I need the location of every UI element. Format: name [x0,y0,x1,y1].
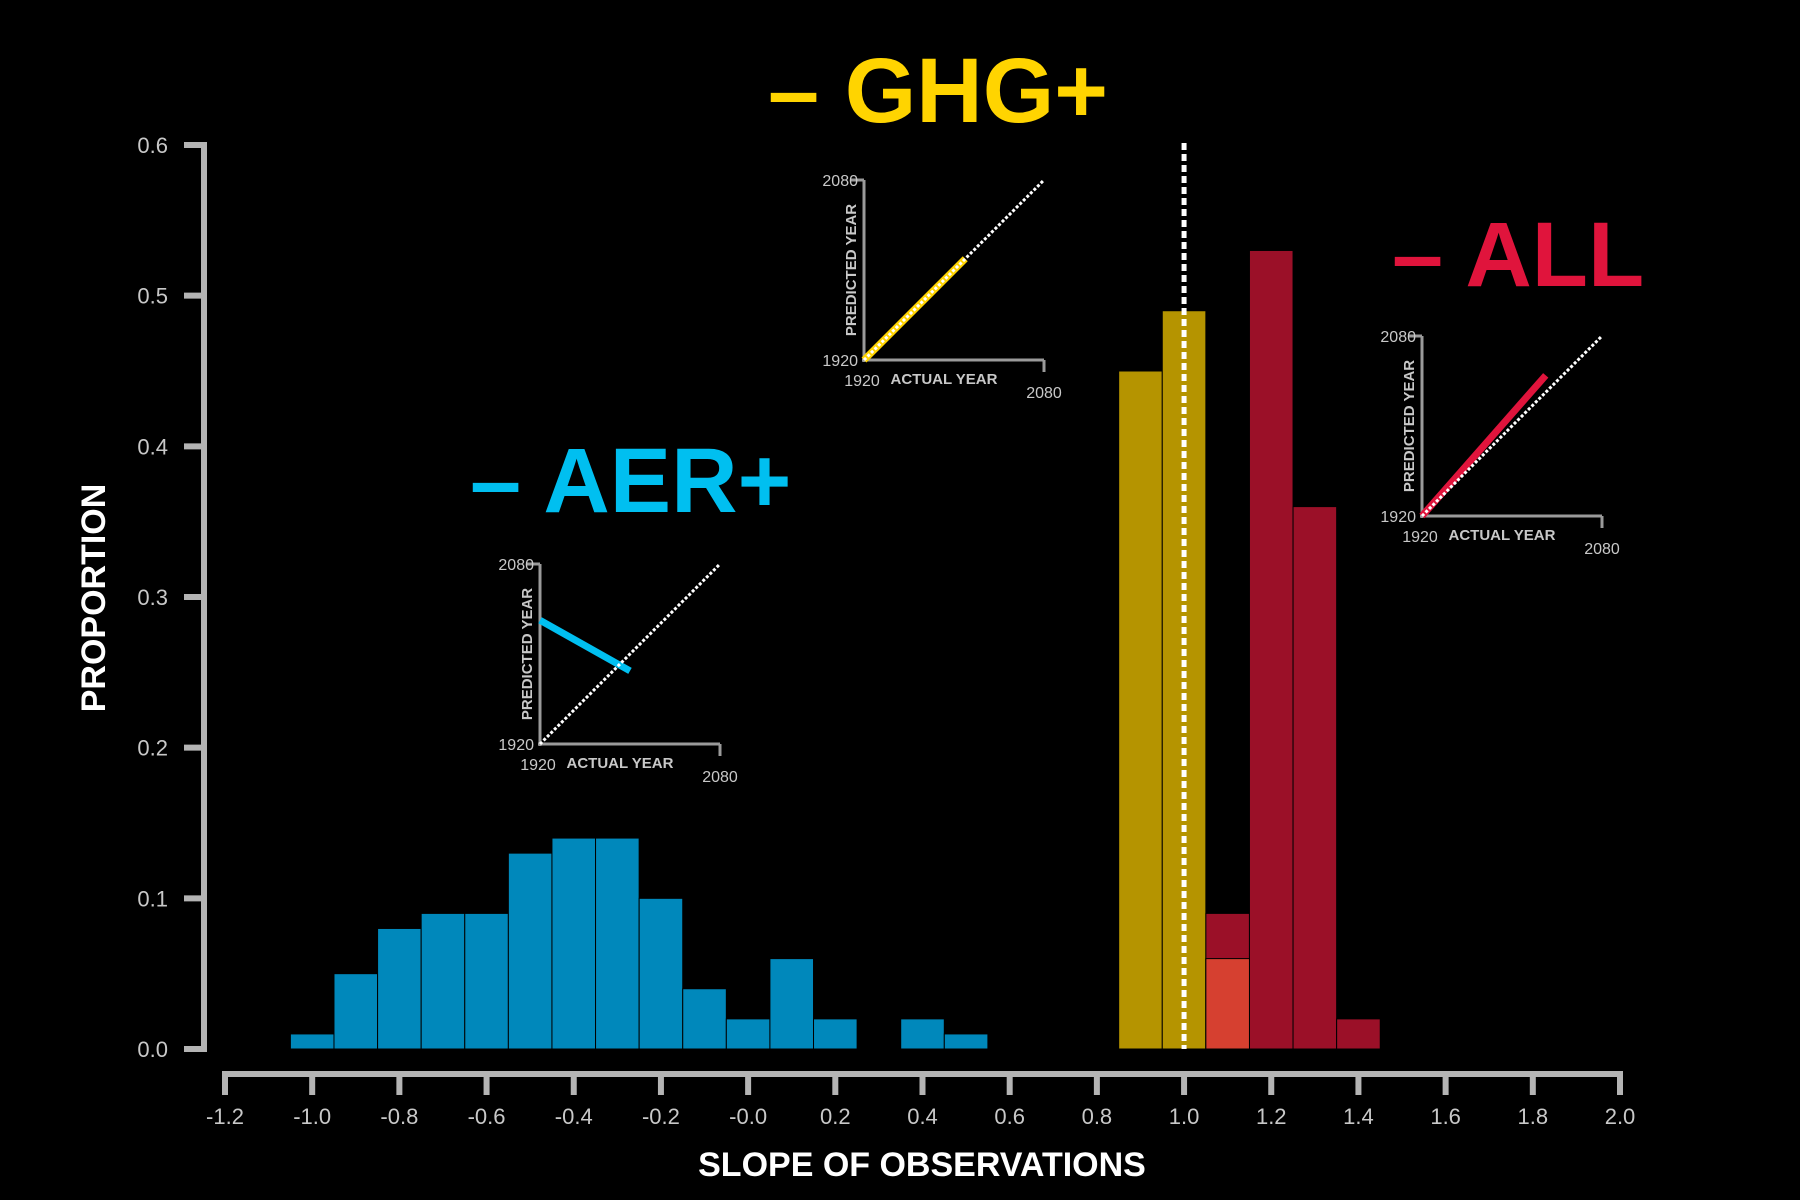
bar-ghg [1118,370,1163,1050]
bar-aer [333,973,379,1050]
inset-y-title: PREDICTED YEAR [519,588,536,720]
x-tick-label: -1.2 [206,1104,244,1129]
y-tick-label: 0.1 [137,886,168,911]
x-tick-label: 0.2 [820,1104,851,1129]
x-tick-label: 2.0 [1605,1104,1636,1129]
inset-x-max-label: 2080 [702,769,738,786]
inset-y-title: PREDICTED YEAR [843,204,860,336]
series-label-ghg: – GHG+ [768,40,1108,142]
y-tick-label: 0.0 [137,1037,168,1062]
y-tick-label: 0.5 [137,284,168,309]
label-prefix: – [1392,204,1465,306]
y-axis-title: PROPORTION [75,484,113,713]
y-tick-label: 0.2 [137,736,168,761]
x-tick-label: -1.0 [293,1104,331,1129]
inset-identity-line [1420,334,1604,518]
inset-x-title: ACTUAL YEAR [891,371,998,388]
inset-x-min-label: 1920 [520,757,556,774]
series-label-all: – ALL [1392,204,1644,306]
inset-aer: 2080 1920 1920 2080 ACTUAL YEAR PREDICTED YEA… [498,557,737,786]
inset-y-min-label: 1920 [822,353,858,370]
bar-aer [813,1018,858,1050]
x-tick-label: 1.6 [1430,1104,1461,1129]
series-label-text: – GHG+ [768,40,1108,142]
label-name: AER [543,430,737,532]
bar-overlap [1205,958,1250,1050]
inset-x-max-label: 2080 [1026,385,1062,402]
x-tick-label: -0.2 [642,1104,680,1129]
y-tick-label: 0.6 [137,133,168,158]
x-tick-label: -0.4 [555,1104,593,1129]
inset-identity-line [862,178,1046,362]
inset-y-min-label: 1920 [498,737,534,754]
insets-layer: 2080 1920 1920 2080 ACTUAL YEAR PREDICTED YEA… [498,173,1619,786]
inset-y-max-label: 2080 [498,557,534,574]
x-tick-label: 1.0 [1169,1104,1200,1129]
inset-y-min-label: 1920 [1380,509,1416,526]
inset-prediction-line [538,617,632,674]
x-tick-label: 1.8 [1518,1104,1549,1129]
bar-aer [638,897,684,1050]
inset-x-title: ACTUAL YEAR [567,755,674,772]
bar-aer [507,852,553,1050]
x-tick-label: -0.6 [468,1104,506,1129]
label-suffix: + [1054,40,1108,142]
bar-aer [289,1033,335,1050]
series-label-text: – ALL [1392,204,1644,306]
label-name: ALL [1465,204,1644,306]
inset-y-max-label: 2080 [822,173,858,190]
bar-all [1248,249,1294,1050]
bar-all [1336,1018,1381,1050]
bar-aer [725,1018,771,1050]
x-tick-label: -0.8 [380,1104,418,1129]
label-suffix: + [738,430,792,532]
bar-aer [551,837,597,1050]
x-tick-label: 0.4 [907,1104,938,1129]
y-tick-label: 0.3 [137,585,168,610]
bar-aer [943,1033,989,1050]
x-tick-label: -0.0 [729,1104,767,1129]
label-prefix: – [768,40,845,142]
x-axis-title: SLOPE OF OBSERVATIONS [698,1146,1146,1184]
x-tick-label: 1.2 [1256,1104,1287,1129]
x-tick-label: 1.4 [1343,1104,1374,1129]
bar-aer [682,988,727,1050]
bar-aer [595,837,640,1050]
inset-y-title: PREDICTED YEAR [1401,360,1418,492]
label-prefix: – [470,430,543,532]
bars-layer [289,249,1381,1050]
inset-x-min-label: 1920 [1402,529,1438,546]
inset-x-max-label: 2080 [1584,541,1620,558]
axes-layer: 0.0 0.1 0.2 0.3 0.4 0.5 0.6 -1.2 -1.0 -0.8 -0.6 -0.… [137,133,1635,1129]
inset-ghg: 2080 1920 1920 2080 ACTUAL YEAR PREDICTED YEA… [822,173,1061,402]
bar-aer [420,912,466,1050]
bar-all [1292,506,1338,1050]
inset-x-title: ACTUAL YEAR [1449,527,1556,544]
x-tick-label: 0.8 [1082,1104,1113,1129]
inset-all: 2080 1920 1920 2080 ACTUAL YEAR PREDICTED YEA… [1380,329,1619,558]
inset-x-min-label: 1920 [844,373,880,390]
bar-aer [464,912,509,1050]
x-tick-label: 0.6 [994,1104,1025,1129]
inset-prediction-line [1419,373,1549,519]
label-name: GHG [845,40,1055,142]
bar-aer [900,1018,945,1050]
series-labels-layer: – GHG+– AER+– ALL [470,40,1644,532]
y-tick-label: 0.4 [137,434,168,459]
bar-aer [769,958,815,1050]
series-label-aer: – AER+ [470,430,791,532]
inset-identity-line [538,562,722,746]
inset-y-max-label: 2080 [1380,329,1416,346]
bar-aer [377,927,422,1050]
series-label-text: – AER+ [470,430,791,532]
